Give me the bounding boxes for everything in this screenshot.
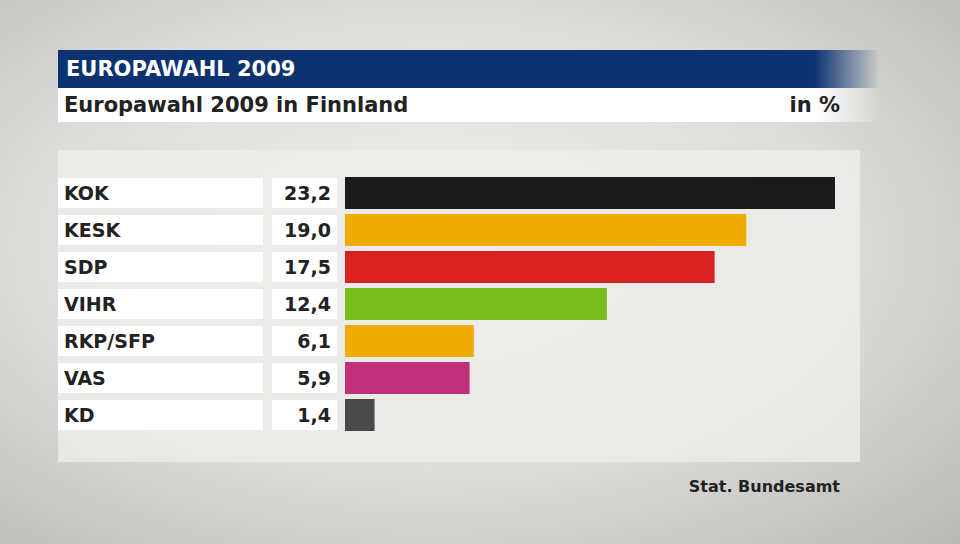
svg-text:6,1: 6,1 bbox=[297, 330, 331, 352]
svg-text:1,4: 1,4 bbox=[297, 404, 331, 426]
svg-text:RKP/SFP: RKP/SFP bbox=[64, 330, 155, 352]
svg-text:23,2: 23,2 bbox=[284, 182, 331, 204]
svg-text:5,9: 5,9 bbox=[297, 367, 331, 389]
svg-text:12,4: 12,4 bbox=[284, 293, 331, 315]
svg-text:VIHR: VIHR bbox=[64, 293, 117, 315]
html-text:EUROPAWAHL 2009: EUROPAWAHL 2009 bbox=[66, 57, 296, 81]
html-text:Stat. Bundesamt: Stat. Bundesamt bbox=[688, 477, 840, 496]
html-text:in %: in % bbox=[789, 93, 840, 117]
html-text:Europawahl 2009 in Finnland: Europawahl 2009 in Finnland bbox=[64, 93, 409, 117]
svg-text:KESK: KESK bbox=[64, 219, 121, 241]
svg-text:KD: KD bbox=[64, 404, 95, 426]
svg-text:19,0: 19,0 bbox=[284, 219, 331, 241]
svg-text:VAS: VAS bbox=[64, 367, 106, 389]
svg-text:KOK: KOK bbox=[64, 182, 110, 204]
svg-text:17,5: 17,5 bbox=[284, 256, 331, 278]
svg-text:SDP: SDP bbox=[64, 256, 107, 278]
